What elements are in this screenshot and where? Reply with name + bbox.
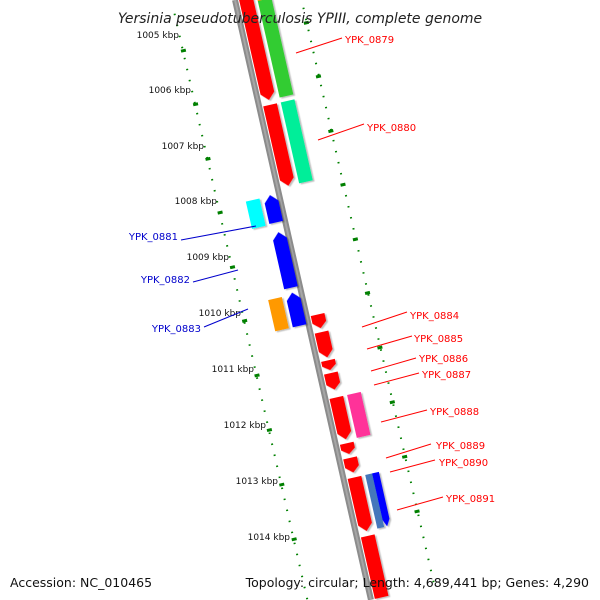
gene-label-YPK_0890[interactable]: YPK_0890	[438, 458, 488, 469]
gene-label-YPK_0881[interactable]: YPK_0881	[128, 232, 178, 243]
gene-label-YPK_0888[interactable]: YPK_0888	[429, 407, 479, 418]
scale-ticks	[180, 20, 420, 542]
kbp-label: 1010 kbp	[199, 309, 242, 319]
gene-label-YPK_0887[interactable]: YPK_0887	[421, 370, 471, 381]
accession-text: Accession: NC_010465	[10, 575, 152, 590]
scale-tick	[192, 102, 199, 107]
gene-label-YPK_0884[interactable]: YPK_0884	[409, 311, 459, 322]
label-connector	[203, 308, 249, 328]
gene-YPK_0887-arrow[interactable]	[324, 371, 341, 391]
label-connector	[370, 357, 417, 372]
scale-tick	[241, 318, 248, 323]
gene-YPK_0891-arrow[interactable]	[347, 475, 374, 533]
gene-YPK_0881-cog	[245, 198, 266, 229]
gene-YPK_0888-cog	[347, 391, 371, 438]
kbp-label: 1009 kbp	[187, 253, 230, 263]
gene-YPK_0885-arrow[interactable]	[314, 330, 334, 359]
gene-label-YPK_0883[interactable]: YPK_0883	[151, 324, 201, 335]
gene-label-YPK_0891[interactable]: YPK_0891	[445, 494, 495, 505]
gene-YPK_0879-cog	[256, 0, 294, 98]
gene-YPK_0882-arrow[interactable]	[272, 231, 298, 290]
gene-next-arrow[interactable]	[360, 534, 389, 599]
label-connector	[396, 496, 444, 511]
scale-tick	[291, 537, 297, 542]
label-connector	[317, 123, 365, 141]
gene-YPK_0889-arrow[interactable]	[339, 441, 356, 456]
scale-tick	[279, 482, 285, 487]
gene-YPK_0883-cog	[268, 297, 289, 332]
label-connector	[380, 409, 428, 423]
scale-tick	[266, 428, 273, 433]
scale-tick	[180, 48, 187, 53]
scale-tick	[328, 129, 334, 134]
gene-label-YPK_0879[interactable]: YPK_0879	[344, 35, 394, 46]
gene-YPK_0883-arrow[interactable]	[285, 291, 307, 328]
label-connector	[366, 335, 413, 350]
gene-YPK_0880-arrow[interactable]	[263, 103, 295, 187]
scale-tick	[377, 345, 383, 350]
genome-summary-text: Topology: circular; Length: 4,689,441 bp…	[245, 575, 589, 590]
kbp-label: 1014 kbp	[248, 533, 291, 543]
gene-YPK_0888-arrow[interactable]	[329, 395, 353, 441]
gene-label-YPK_0882[interactable]: YPK_0882	[140, 275, 190, 286]
scale-tick	[340, 182, 346, 187]
gene-label-YPK_0886[interactable]: YPK_0886	[418, 354, 468, 365]
map-title: Yersinia pseudotuberculosis YPIII, compl…	[118, 11, 482, 27]
gene-label-YPK_0880[interactable]: YPK_0880	[366, 123, 416, 134]
kbp-label: 1005 kbp	[137, 31, 180, 41]
label-connector	[192, 269, 239, 283]
outer-scale-dots	[297, 0, 436, 586]
label-connector	[295, 37, 343, 54]
scale-tick	[303, 20, 310, 25]
gene-YPK_0891-cog	[365, 473, 385, 529]
kbp-label: 1012 kbp	[224, 421, 267, 431]
scale-labels: 1005 kbp 1006 kbp 1007 kbp 1008 kbp 1009 kbp…	[137, 31, 291, 543]
gene-YPK_0886-arrow[interactable]	[321, 358, 337, 372]
scale-tick	[217, 210, 223, 215]
gene-YPK_0890-arrow[interactable]	[343, 456, 360, 474]
label-connector	[180, 225, 257, 241]
label-connector	[361, 311, 408, 328]
scale-tick	[401, 454, 408, 459]
gene-label-YPK_0885[interactable]: YPK_0885	[413, 334, 463, 345]
inner-scale-dots	[173, 13, 312, 600]
gene-YPK_0879-arrow[interactable]	[238, 0, 276, 102]
label-connector	[385, 443, 432, 459]
kbp-label: 1007 kbp	[162, 142, 205, 152]
gene-labels: YPK_0879 YPK_0880 YPK_0884 YPK_0885 YPK_0886…	[128, 35, 495, 511]
scale-tick	[414, 509, 420, 514]
scale-tick	[389, 400, 396, 405]
scale-tick	[205, 156, 211, 161]
scale-tick	[254, 373, 260, 378]
gene-label-YPK_0889[interactable]: YPK_0889	[435, 441, 485, 452]
kbp-label: 1011 kbp	[212, 365, 255, 375]
gene-YPK_0884-arrow[interactable]	[310, 312, 328, 330]
gene-YPK_0881-arrow[interactable]	[263, 194, 284, 224]
label-connector	[389, 459, 436, 473]
label-connector	[373, 372, 420, 386]
scale-tick	[352, 237, 359, 242]
kbp-label: 1006 kbp	[149, 86, 192, 96]
kbp-label: 1013 kbp	[236, 477, 279, 487]
kbp-label: 1008 kbp	[175, 197, 218, 207]
gene-YPK_0880-cog	[280, 99, 313, 184]
scale-tick	[364, 290, 371, 295]
scale-tick	[315, 74, 322, 79]
gene-YPK_0891-cog-arrow	[372, 471, 390, 527]
scale-tick	[229, 265, 236, 270]
